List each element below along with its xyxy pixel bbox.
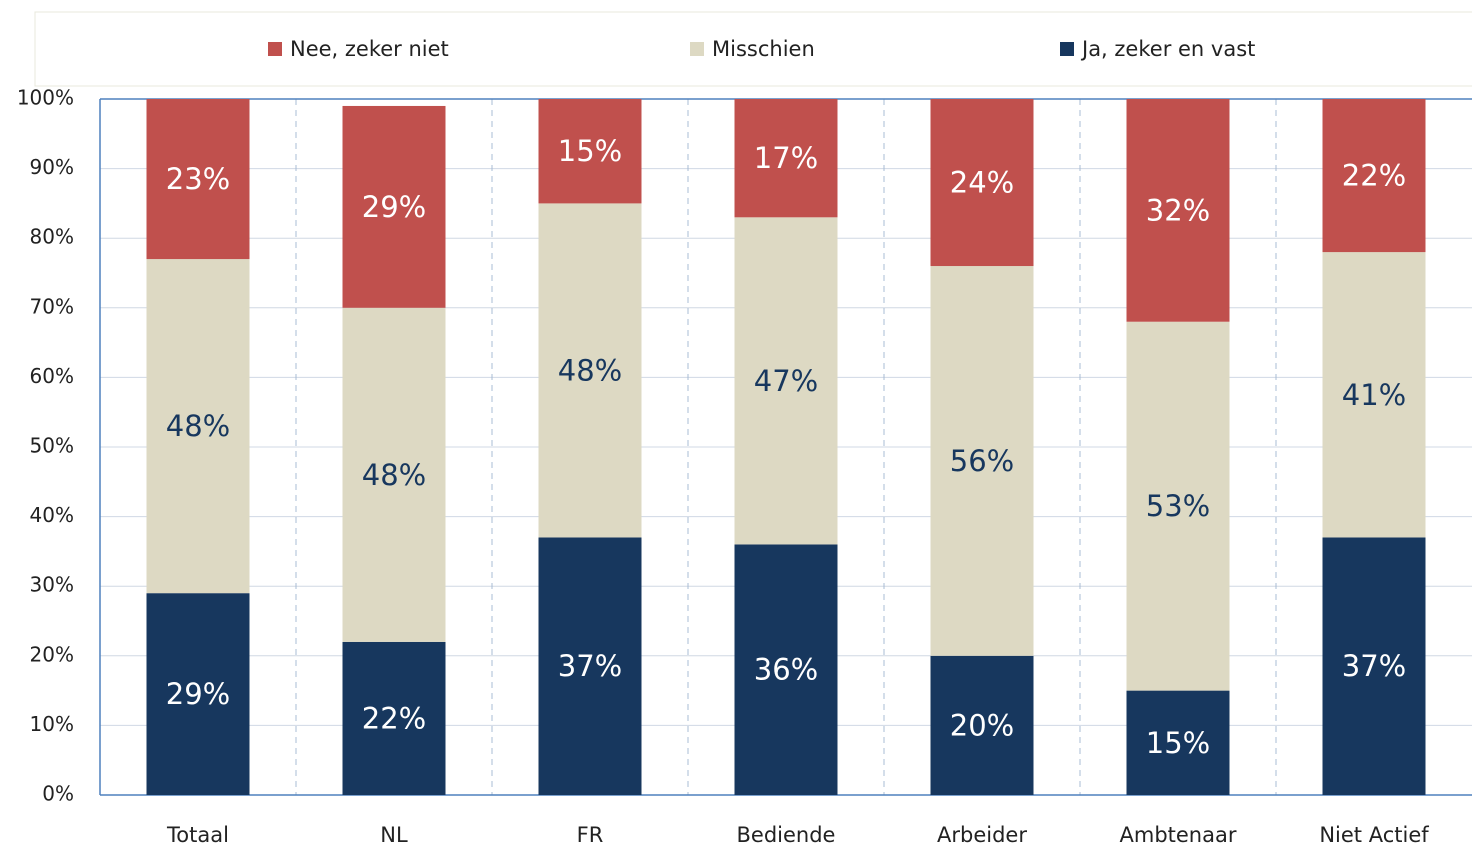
value-label: 37%	[1342, 649, 1406, 683]
legend-label: Ja, zeker en vast	[1080, 37, 1255, 61]
value-label: 48%	[558, 353, 622, 387]
x-tick-label: NL	[380, 823, 408, 847]
x-tick-label: Niet Actief	[1319, 823, 1429, 847]
bar-segment	[734, 544, 838, 795]
bar-segment	[146, 99, 250, 260]
bar-segment	[146, 259, 250, 594]
legend-label: Nee, zeker niet	[290, 37, 449, 61]
bar-segment	[538, 99, 642, 204]
value-label: 56%	[950, 444, 1014, 478]
bar-segment	[342, 307, 446, 642]
value-label: 48%	[166, 409, 230, 443]
bar-segment	[342, 105, 446, 308]
y-tick-label: 70%	[30, 294, 74, 318]
bar-segment	[930, 655, 1034, 795]
value-label: 20%	[950, 708, 1014, 742]
value-label: 37%	[558, 649, 622, 683]
bar-segment	[1322, 99, 1426, 253]
bar-segment	[342, 641, 446, 795]
bar-segment	[538, 203, 642, 538]
bar-segment	[734, 99, 838, 218]
value-label: 36%	[754, 653, 818, 687]
bar-segment	[734, 217, 838, 545]
value-label: 22%	[362, 701, 426, 735]
value-label: 48%	[362, 458, 426, 492]
value-label: 15%	[1146, 726, 1210, 760]
value-label: 53%	[1146, 489, 1210, 523]
x-tick-label: Totaal	[166, 823, 229, 847]
x-tick-label: FR	[577, 823, 604, 847]
x-tick-label: Arbeider	[937, 823, 1027, 847]
y-tick-label: 40%	[30, 503, 74, 527]
bar-segment	[930, 99, 1034, 267]
y-tick-label: 20%	[30, 642, 74, 666]
value-label: 29%	[362, 190, 426, 224]
bar-segment	[930, 266, 1034, 656]
value-label: 24%	[950, 166, 1014, 200]
value-label: 22%	[1342, 159, 1406, 193]
x-tick-label: Bediende	[737, 823, 836, 847]
bar-segment	[1322, 252, 1426, 538]
legend-swatch	[1060, 42, 1074, 56]
y-tick-label: 90%	[30, 155, 74, 179]
value-label: 29%	[166, 677, 230, 711]
y-tick-label: 80%	[30, 225, 74, 249]
bar-segment	[146, 593, 250, 795]
bar-segment	[1126, 99, 1230, 322]
legend-label: Misschien	[712, 37, 815, 61]
value-label: 47%	[754, 364, 818, 398]
legend-swatch	[690, 42, 704, 56]
y-tick-label: 0%	[42, 782, 74, 806]
value-label: 41%	[1342, 378, 1406, 412]
value-label: 23%	[166, 162, 230, 196]
bar-segment	[1126, 690, 1230, 795]
legend-swatch	[268, 42, 282, 56]
x-tick-label: Ambtenaar	[1120, 823, 1237, 847]
y-tick-label: 60%	[30, 364, 74, 388]
y-tick-label: 30%	[30, 573, 74, 597]
bar-segment	[538, 537, 642, 795]
legend-box	[34, 11, 1472, 87]
value-label: 17%	[754, 141, 818, 175]
bar-segment	[1126, 321, 1230, 691]
bar-segment	[1322, 537, 1426, 795]
y-tick-label: 10%	[30, 712, 74, 736]
value-label: 32%	[1146, 193, 1210, 227]
value-label: 15%	[558, 134, 622, 168]
y-tick-label: 100%	[17, 86, 74, 110]
y-tick-label: 50%	[30, 434, 74, 458]
